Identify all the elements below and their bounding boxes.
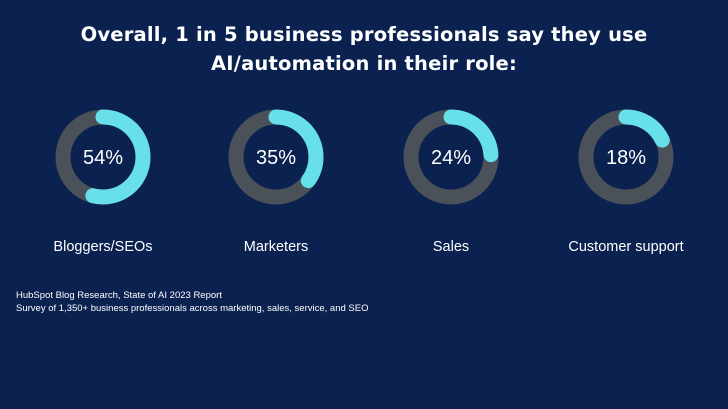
donut-value-label: 18% [606, 147, 646, 169]
source-line-2: Survey of 1,350+ business professionals … [16, 303, 369, 314]
category-label: Bloggers/SEOs [53, 239, 152, 255]
donut-value-label: 54% [83, 147, 123, 169]
chart-title-line-1: Overall, 1 in 5 business professionals s… [80, 23, 648, 46]
donut-3: 24% Sales [403, 109, 499, 255]
category-label: Sales [433, 239, 469, 255]
source-note: HubSpot Blog Research, State of AI 2023 … [16, 289, 368, 315]
donut-value-label: 35% [256, 147, 296, 169]
category-label: Customer support [568, 239, 683, 255]
donut-value-arc [403, 109, 499, 205]
donut-value-arc [228, 109, 324, 205]
donut-4: 18% Customer support [568, 109, 684, 255]
source-line-1: HubSpot Blog Research, State of AI 2023 … [16, 290, 222, 301]
donut-2: 35% Marketers [228, 109, 324, 255]
donut-value-arc [55, 109, 151, 205]
chart-title: Overall, 1 in 5 business professionals s… [0, 20, 728, 78]
chart-title-line-2: AI/automation in their role: [211, 52, 517, 75]
donut-1: 54% Bloggers/SEOs [53, 109, 153, 255]
donut-value-label: 24% [431, 147, 471, 169]
category-label: Marketers [244, 239, 308, 255]
donut-value-arc [578, 109, 674, 205]
